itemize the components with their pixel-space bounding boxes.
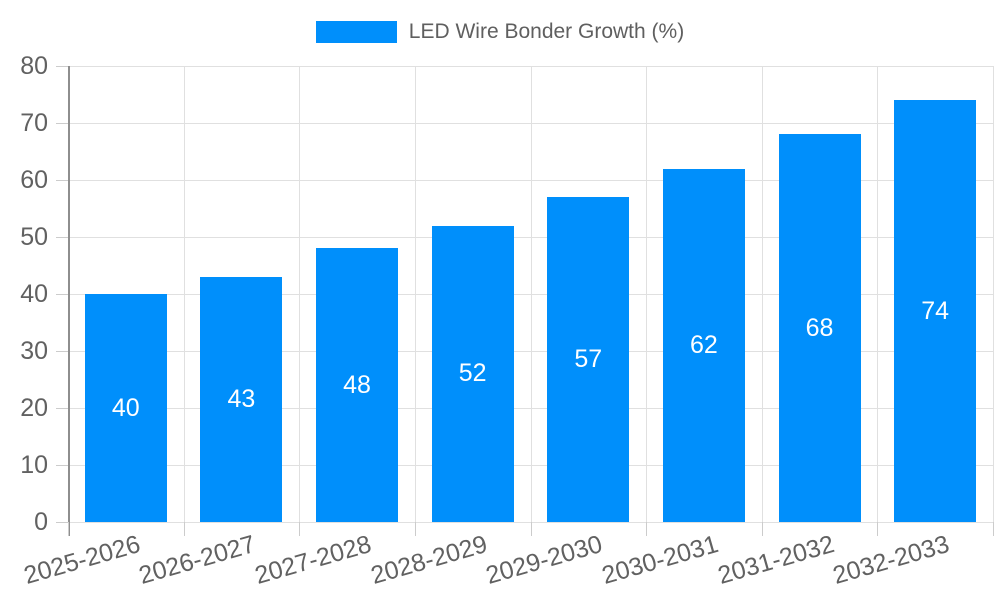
bar-value-label: 74 bbox=[921, 296, 950, 325]
gridline-vertical bbox=[530, 66, 532, 522]
y-tick-mark bbox=[56, 294, 68, 295]
bar-2031-2032[interactable]: 68 bbox=[778, 134, 861, 522]
bar-2025-2026[interactable]: 40 bbox=[84, 294, 167, 522]
bar-value-label: 40 bbox=[111, 393, 140, 422]
y-tick-mark bbox=[56, 465, 68, 466]
y-tick-label: 70 bbox=[20, 109, 48, 137]
y-tick-label: 50 bbox=[20, 223, 48, 251]
x-tick-mark bbox=[646, 522, 648, 536]
bar-2027-2028[interactable]: 48 bbox=[316, 248, 399, 522]
x-tick-mark bbox=[68, 522, 69, 536]
bar-value-label: 43 bbox=[227, 384, 256, 413]
x-tick-mark bbox=[183, 522, 185, 536]
bar-value-label: 68 bbox=[805, 313, 834, 342]
gridline-vertical bbox=[761, 66, 763, 522]
legend-swatch bbox=[315, 21, 397, 43]
y-tick-mark bbox=[56, 408, 68, 409]
y-axis-line bbox=[68, 66, 70, 536]
x-tick-mark bbox=[299, 522, 301, 536]
y-tick-mark bbox=[56, 522, 68, 523]
x-tick-mark bbox=[877, 522, 879, 536]
y-tick-mark bbox=[56, 351, 68, 352]
plot-area: 40 43 48 52 57 62 68 74 bbox=[56, 66, 994, 536]
gridline-vertical bbox=[993, 66, 994, 522]
bar-2030-2031[interactable]: 62 bbox=[662, 168, 745, 522]
x-tick-mark bbox=[761, 522, 763, 536]
gridline-vertical bbox=[299, 66, 301, 522]
gridline-vertical bbox=[877, 66, 879, 522]
x-tick-mark bbox=[530, 522, 532, 536]
y-tick-mark bbox=[56, 237, 68, 238]
gridline-vertical bbox=[414, 66, 416, 522]
y-tick-label: 10 bbox=[20, 451, 48, 479]
legend-label: LED Wire Bonder Growth (%) bbox=[408, 20, 685, 43]
x-tick-mark bbox=[993, 522, 994, 536]
bar-value-label: 62 bbox=[690, 330, 718, 359]
x-tick-mark bbox=[414, 522, 416, 536]
bar-value-label: 52 bbox=[458, 359, 487, 388]
bar-2032-2033[interactable]: 74 bbox=[894, 100, 977, 522]
legend[interactable]: LED Wire Bonder Growth (%) bbox=[0, 16, 1000, 48]
bar-2028-2029[interactable]: 52 bbox=[431, 225, 514, 522]
gridline-vertical bbox=[183, 66, 185, 522]
gridline-vertical bbox=[646, 66, 648, 522]
y-tick-label: 80 bbox=[20, 52, 48, 80]
bar-value-label: 48 bbox=[343, 370, 371, 399]
bar-2026-2027[interactable]: 43 bbox=[200, 276, 283, 522]
y-tick-mark bbox=[56, 66, 68, 67]
y-tick-mark bbox=[56, 123, 68, 124]
bar-2029-2030[interactable]: 57 bbox=[547, 197, 630, 522]
y-tick-label: 40 bbox=[20, 280, 48, 308]
y-tick-label: 60 bbox=[20, 166, 48, 194]
y-tick-label: 20 bbox=[20, 394, 48, 422]
y-tick-label: 30 bbox=[20, 337, 48, 365]
y-tick-label: 0 bbox=[34, 508, 48, 536]
bar-value-label: 57 bbox=[574, 345, 603, 374]
y-tick-mark bbox=[56, 180, 68, 181]
